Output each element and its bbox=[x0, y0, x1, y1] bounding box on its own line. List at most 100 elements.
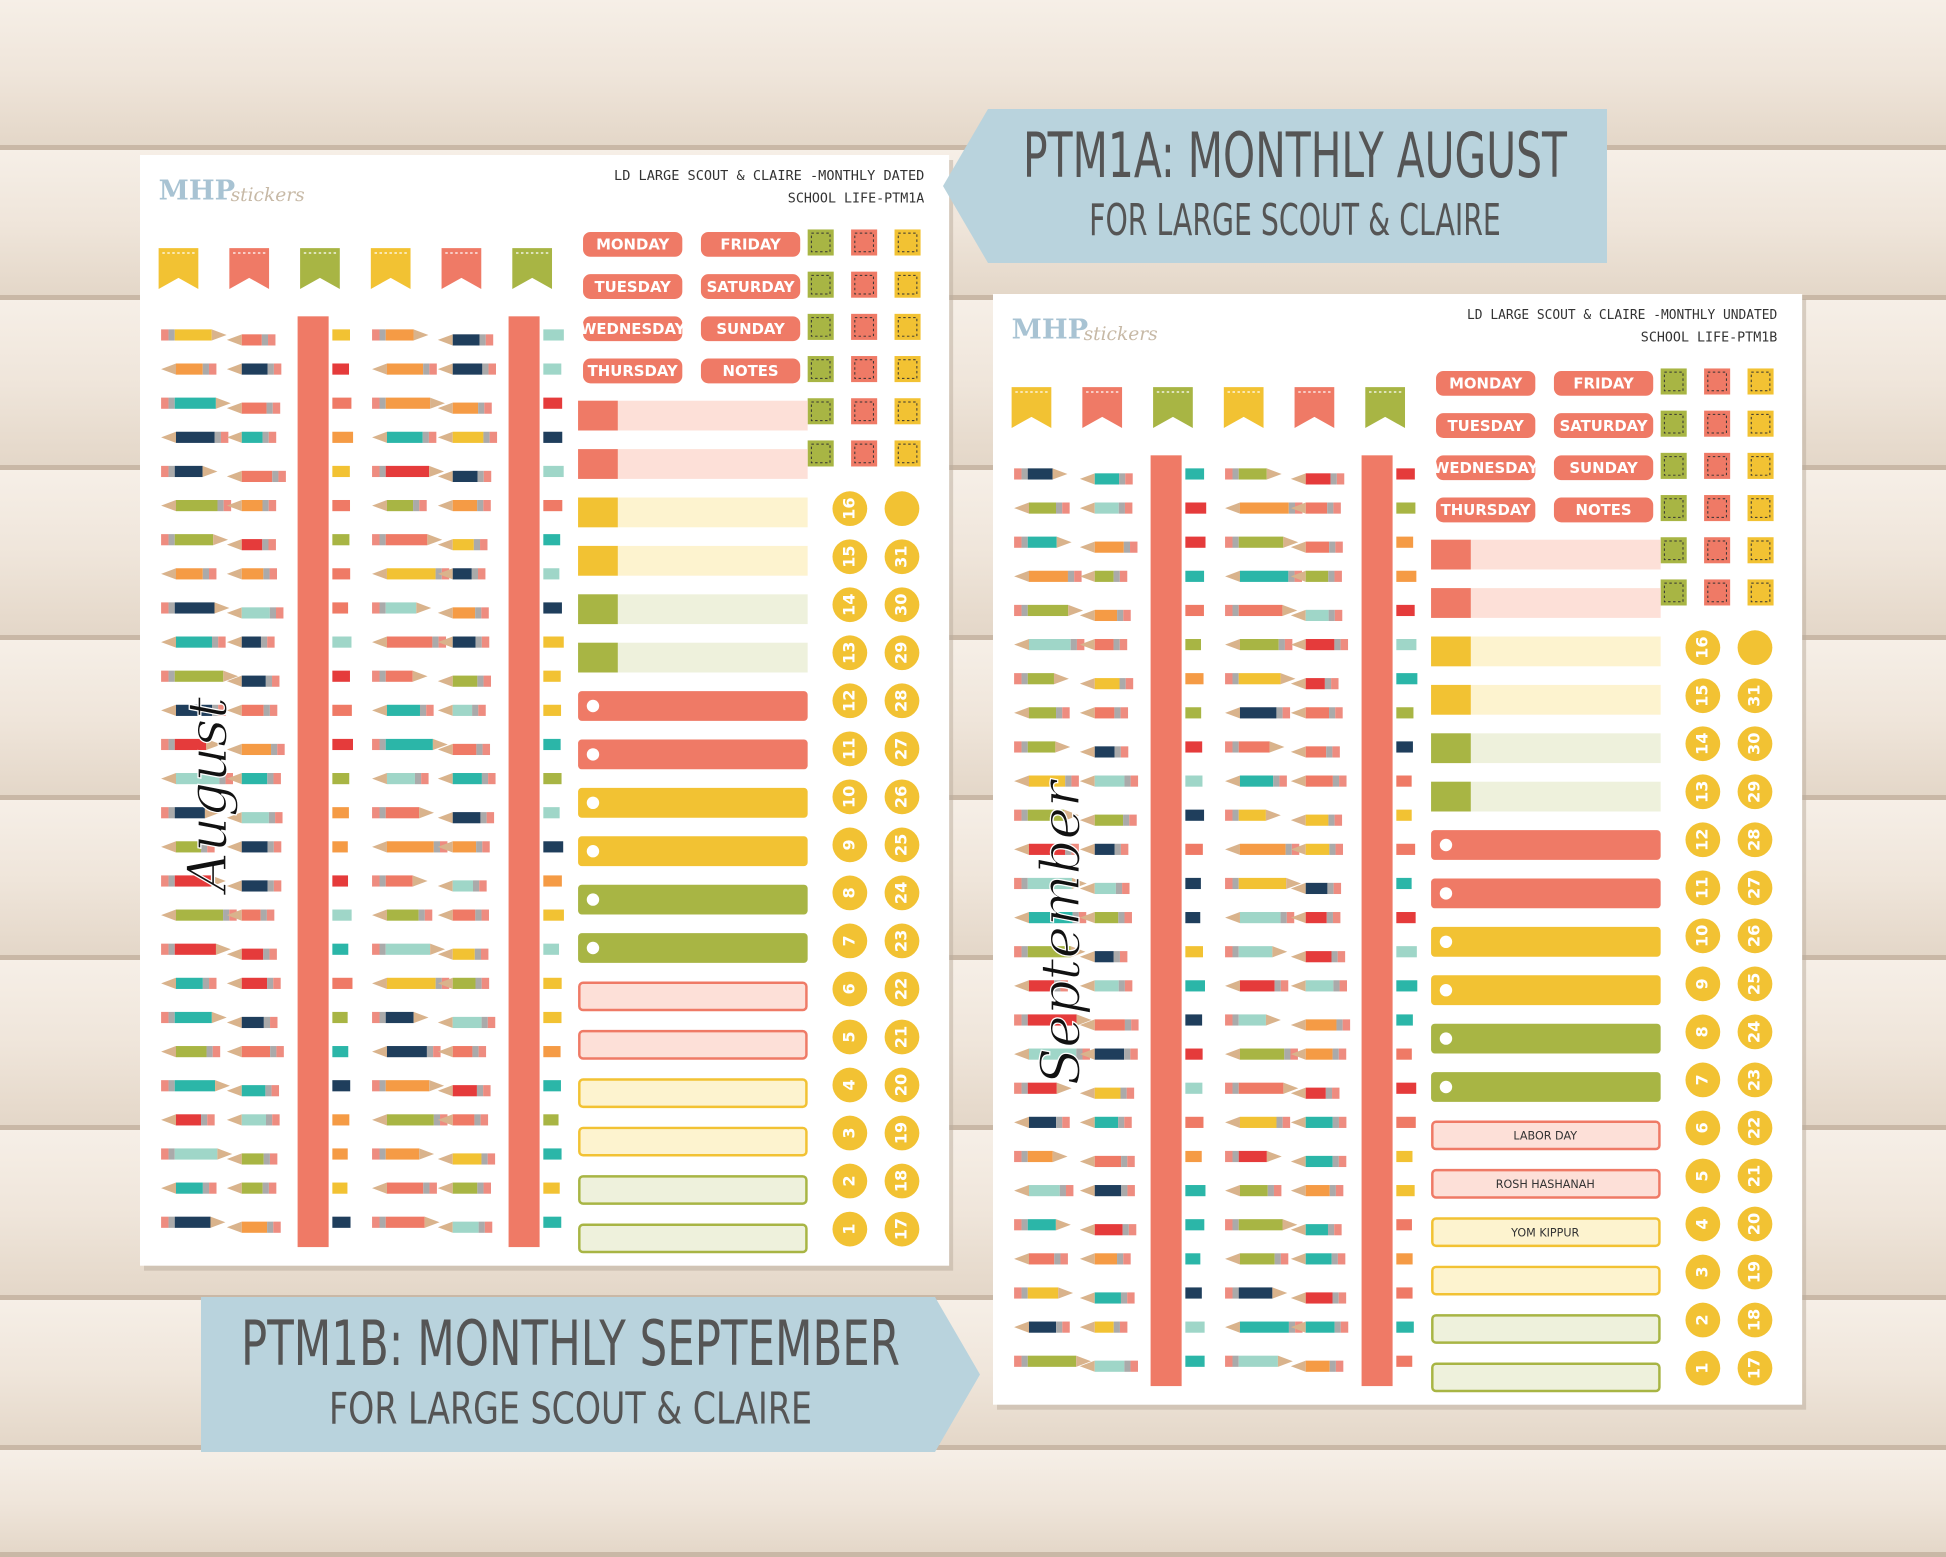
pencil-body bbox=[452, 675, 478, 687]
pencil-stub bbox=[1396, 946, 1417, 958]
pencil-eraser bbox=[484, 402, 492, 414]
pencil-stub bbox=[1396, 1116, 1416, 1128]
pencil-tip bbox=[1290, 843, 1306, 855]
pencil-ferrule bbox=[1325, 1087, 1333, 1099]
pencil-ferrule bbox=[479, 334, 486, 346]
pencil-tip bbox=[1079, 1155, 1095, 1168]
bar-sticker bbox=[1431, 975, 1661, 1006]
pencil-eraser bbox=[268, 1182, 277, 1194]
pencil-eraser bbox=[1225, 1150, 1233, 1163]
pencil-ferrule bbox=[168, 1216, 175, 1228]
pencil-body bbox=[174, 807, 205, 819]
date-circle bbox=[1737, 630, 1773, 666]
pencil-eraser bbox=[269, 948, 277, 960]
pencil-eraser bbox=[161, 534, 169, 546]
pencil-body bbox=[385, 1011, 414, 1024]
pencil-body bbox=[385, 397, 431, 409]
pencil-ferrule bbox=[1065, 775, 1072, 787]
plank-gap bbox=[0, 295, 1946, 300]
checkbox bbox=[1704, 579, 1731, 606]
pencil-ferrule bbox=[1113, 1321, 1120, 1333]
pencil-eraser bbox=[1286, 912, 1295, 924]
bar-dot bbox=[586, 699, 600, 713]
pencil-tip bbox=[1079, 1048, 1095, 1060]
bar-dot bbox=[1439, 887, 1453, 900]
bar-sticker bbox=[578, 884, 808, 915]
pencil-eraser bbox=[268, 499, 277, 512]
checkbox-stitch bbox=[1663, 498, 1684, 518]
pencil-eraser bbox=[1225, 809, 1233, 821]
pencil-eraser bbox=[482, 841, 490, 853]
pencil-eraser bbox=[161, 397, 169, 409]
pencil-ferrule bbox=[263, 1016, 271, 1029]
pencil-stub bbox=[543, 738, 561, 751]
pencil-stub bbox=[332, 704, 352, 716]
sheet-header: SCHOOL LIFE-PTM1B bbox=[1641, 329, 1778, 345]
bar-sticker bbox=[578, 933, 808, 963]
pencil-ferrule bbox=[1232, 1082, 1239, 1094]
pencil-tip bbox=[1286, 877, 1302, 890]
date-circle bbox=[1737, 1110, 1773, 1146]
pencil-ferrule bbox=[1114, 707, 1121, 719]
pencil-ferrule bbox=[474, 1114, 481, 1126]
pencil-eraser bbox=[276, 1046, 284, 1058]
bar-dot bbox=[586, 844, 600, 858]
flag bbox=[512, 248, 553, 290]
pencil-body bbox=[1028, 502, 1057, 514]
pencil-body bbox=[385, 1148, 420, 1160]
pencil-stub bbox=[332, 329, 350, 341]
pencil-eraser bbox=[1280, 1253, 1289, 1265]
pencil-tip bbox=[226, 1016, 242, 1029]
pencil-ferrule bbox=[260, 636, 268, 648]
pencil-body bbox=[1094, 1360, 1125, 1372]
pencil-eraser bbox=[1125, 678, 1134, 690]
pencil-ferrule bbox=[168, 397, 175, 409]
pencil-body bbox=[1027, 1014, 1077, 1026]
pencil-ferrule bbox=[1123, 814, 1130, 826]
pencil-tip bbox=[161, 841, 176, 853]
pencil-eraser bbox=[1127, 1292, 1135, 1304]
pencil-body bbox=[241, 334, 262, 346]
checkbox-stitch bbox=[854, 443, 874, 464]
pencil-eraser bbox=[483, 499, 491, 512]
date-circle bbox=[832, 923, 868, 959]
washi-strip bbox=[297, 316, 329, 1248]
pencil-tip bbox=[437, 1221, 453, 1233]
checkbox-stitch bbox=[854, 317, 874, 337]
pencil-eraser bbox=[1124, 1116, 1132, 1128]
pencil-body bbox=[452, 402, 479, 414]
pencil-eraser bbox=[1127, 1185, 1135, 1197]
pencil-ferrule bbox=[1334, 1321, 1341, 1333]
pencil-tip bbox=[1079, 951, 1095, 963]
pencil-body bbox=[1027, 1355, 1077, 1367]
pencil-tip bbox=[1064, 809, 1079, 821]
pencil-ferrule bbox=[477, 1182, 484, 1194]
pencil-tip bbox=[437, 1046, 453, 1058]
pencil-ferrule bbox=[168, 738, 175, 751]
pencil-body bbox=[174, 875, 211, 887]
pencil-eraser bbox=[1120, 707, 1129, 719]
pencil-eraser bbox=[486, 812, 495, 824]
pencil-ferrule bbox=[473, 539, 481, 551]
checkbox bbox=[894, 440, 921, 467]
pencil-eraser bbox=[1014, 536, 1022, 548]
pencil-stub bbox=[543, 636, 564, 648]
pencil-eraser bbox=[429, 363, 437, 375]
pencil-body bbox=[174, 534, 214, 546]
pencil-tip bbox=[1282, 1219, 1298, 1231]
pencil-eraser bbox=[1120, 843, 1129, 855]
date-circle bbox=[884, 779, 920, 815]
pencil-body bbox=[385, 602, 417, 614]
checkbox bbox=[1747, 537, 1774, 564]
pencil-body bbox=[452, 470, 478, 483]
pencil-ferrule bbox=[1232, 604, 1239, 617]
pencil-body bbox=[1094, 951, 1114, 963]
bar-sticker bbox=[1431, 1072, 1661, 1102]
date-number: 20 bbox=[891, 1074, 910, 1096]
bar-dot bbox=[586, 748, 600, 761]
bar-sticker bbox=[1431, 1023, 1661, 1054]
pencil-tip bbox=[1053, 673, 1069, 685]
pencil-body bbox=[1305, 746, 1327, 758]
checkbox bbox=[1660, 410, 1687, 437]
pencil-eraser bbox=[433, 1046, 441, 1058]
